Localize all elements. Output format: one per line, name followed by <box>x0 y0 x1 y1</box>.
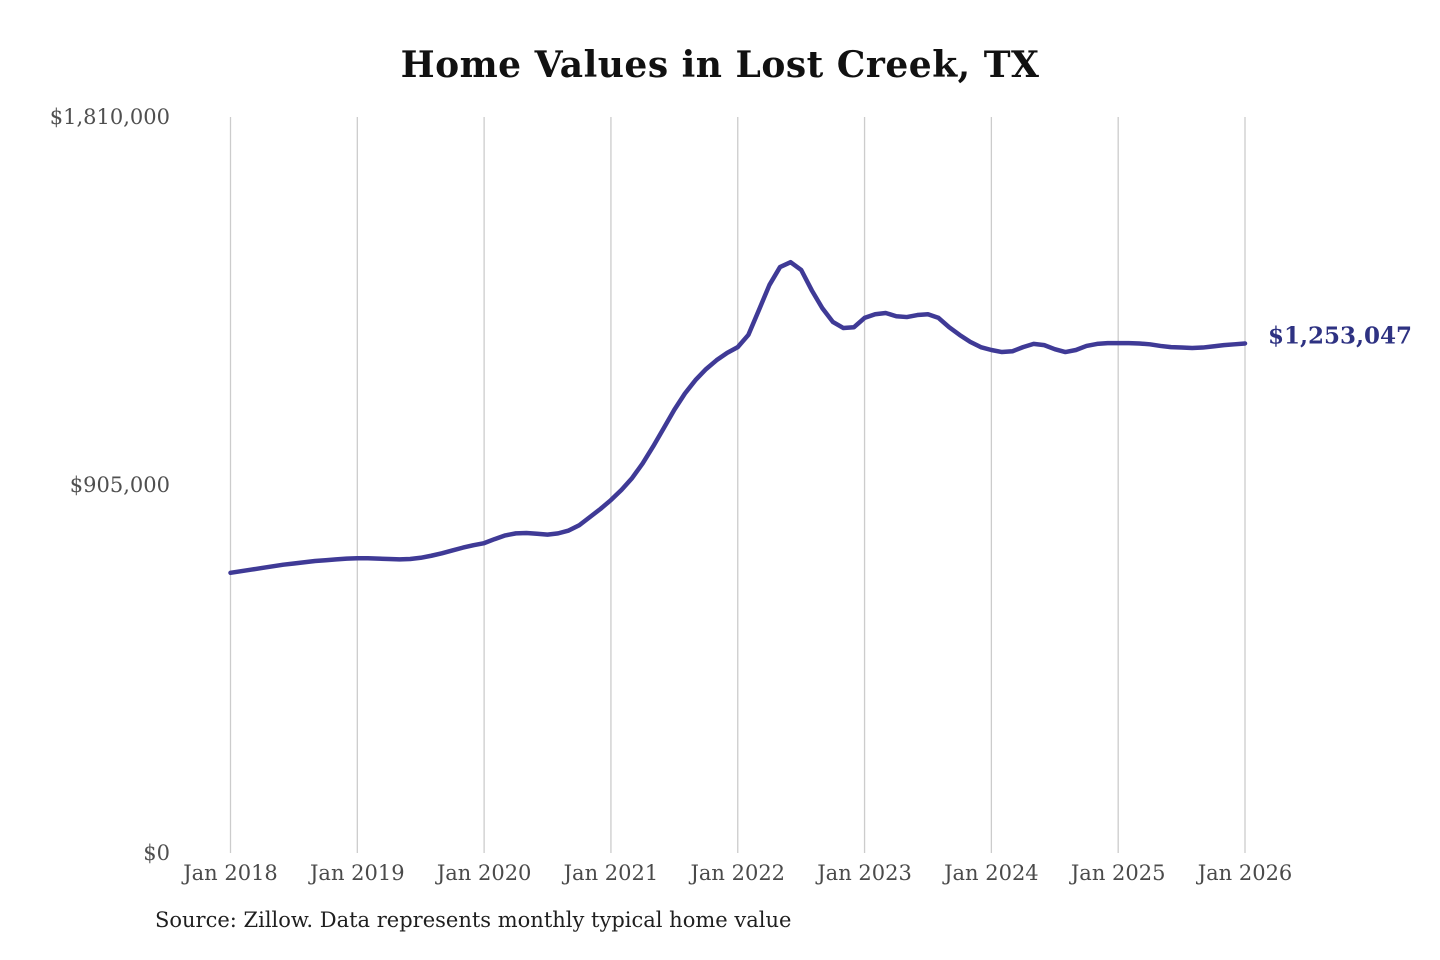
vertical-gridlines <box>229 117 1246 853</box>
x-axis-tick-label: Jan 2021 <box>563 861 659 885</box>
x-axis-tick-label: Jan 2024 <box>944 861 1039 885</box>
x-axis-tick-label: Jan 2018 <box>183 861 278 885</box>
x-axis-tick-label: Jan 2022 <box>690 861 786 885</box>
x-axis-tick-label: Jan 2023 <box>817 861 912 885</box>
source-note: Source: Zillow. Data represents monthly … <box>155 908 792 932</box>
latest-value-label: $1,253,047 <box>1268 322 1413 350</box>
chart-title: Home Values in Lost Creek, TX <box>400 44 1040 86</box>
x-axis-tick-label: Jan 2019 <box>310 861 405 885</box>
y-axis-tick-label: $1,810,000 <box>49 105 170 129</box>
home-value-line-series <box>228 259 1248 576</box>
y-axis-tick-label: $905,000 <box>69 473 170 497</box>
y-axis-tick-label: $0 <box>143 841 170 865</box>
x-axis-tick-label: Jan 2026 <box>1197 861 1293 885</box>
x-axis-tick-label: Jan 2025 <box>1070 861 1166 885</box>
x-axis-tick-label: Jan 2020 <box>436 861 532 885</box>
